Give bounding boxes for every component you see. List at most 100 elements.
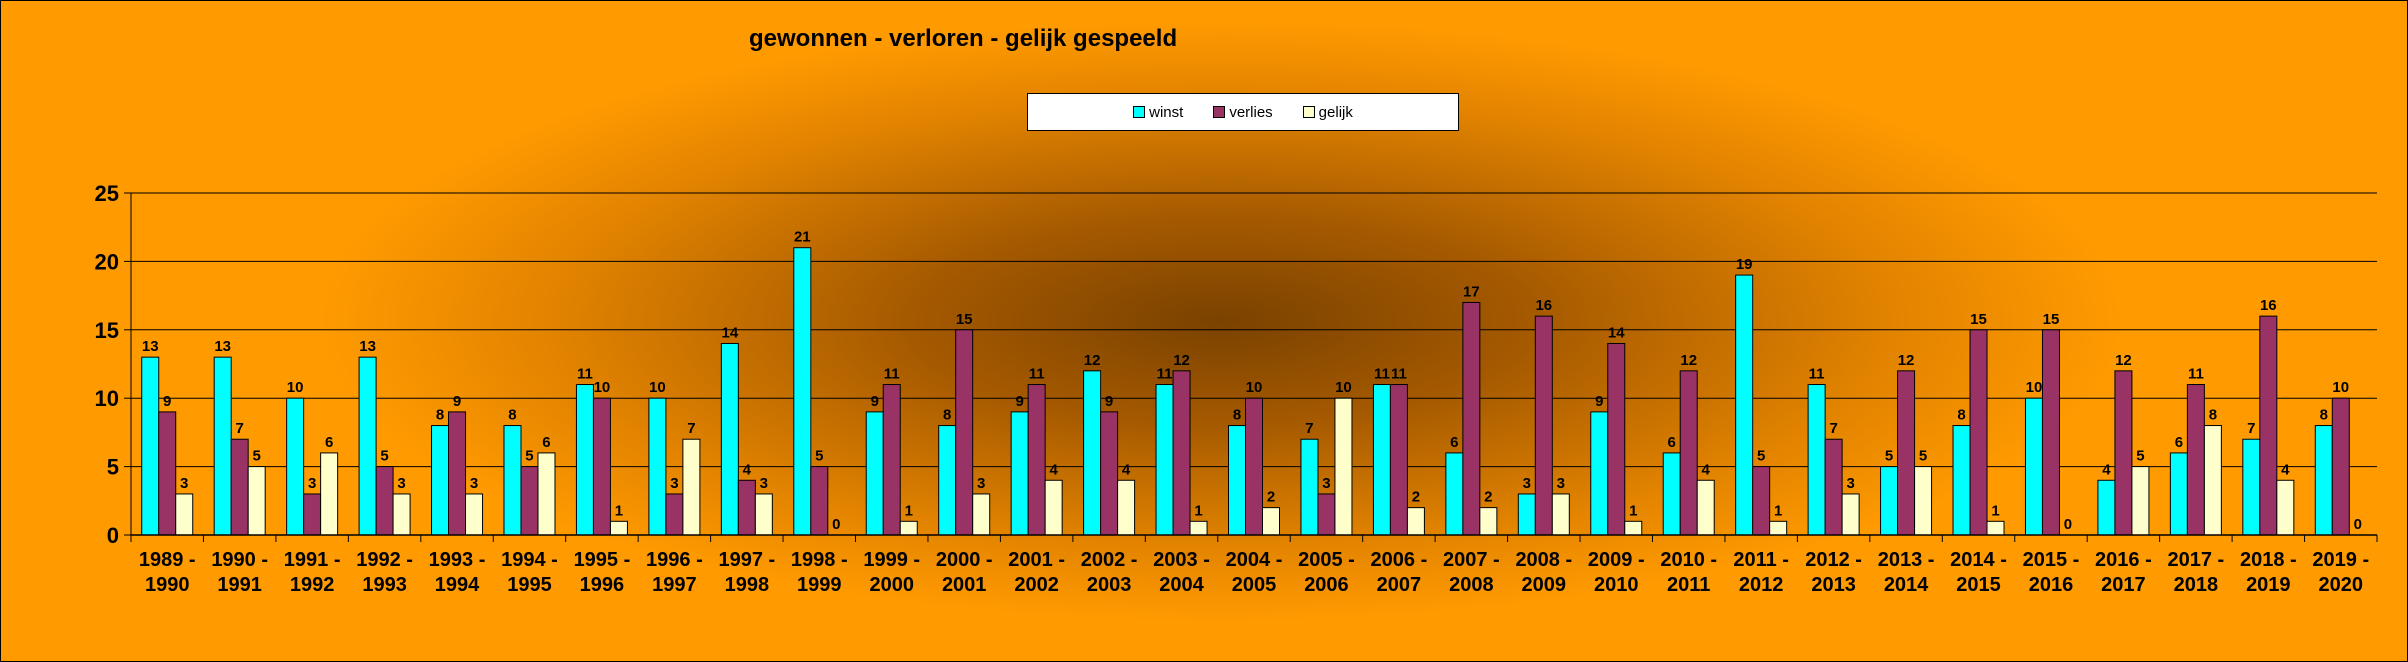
x-tick-label-line2: 2009 <box>1522 574 1567 596</box>
bar-gelijk <box>320 452 339 536</box>
y-tick-label: 5 <box>107 455 119 480</box>
data-label-winst: 13 <box>359 338 376 355</box>
x-tick-label-line2: 2008 <box>1449 574 1494 596</box>
bar-winst <box>1952 425 1971 536</box>
data-label-winst: 11 <box>577 366 593 383</box>
bar-gelijk <box>1986 520 2005 536</box>
data-label-gelijk: 4 <box>1049 461 1058 478</box>
data-label-gelijk: 3 <box>760 475 768 492</box>
x-tick-label-line1: 1994 - <box>501 549 558 571</box>
legend-swatch-winst <box>1133 106 1146 118</box>
data-label-gelijk: 3 <box>180 475 188 492</box>
x-tick-label-line1: 2007 - <box>1443 549 1500 571</box>
x-tick-label-line2: 2001 <box>942 574 987 596</box>
bar-winst <box>141 356 160 536</box>
bar-verlies <box>448 411 467 536</box>
x-tick-label-line1: 1995 - <box>574 549 631 571</box>
bar-verlies <box>955 329 974 536</box>
bar-gelijk <box>682 438 701 536</box>
bar-gelijk <box>175 493 194 536</box>
data-label-gelijk: 3 <box>1846 475 1854 492</box>
data-label-verlies: 3 <box>308 475 316 492</box>
x-tick-label-line2: 2017 <box>2101 574 2146 596</box>
data-label-winst: 19 <box>1736 256 1753 273</box>
data-label-winst: 9 <box>1595 393 1603 410</box>
bar-winst <box>2242 438 2261 536</box>
data-label-winst: 3 <box>1523 475 1531 492</box>
x-tick-label-line1: 1991 - <box>284 549 341 571</box>
bar-winst <box>938 425 957 536</box>
data-label-winst: 6 <box>1668 434 1676 451</box>
bar-winst <box>865 411 884 536</box>
x-tick-label-line2: 2014 <box>1884 574 1929 596</box>
data-label-winst: 6 <box>2175 434 2183 451</box>
data-label-verlies: 15 <box>1970 311 1987 328</box>
x-tick-label-line1: 2012 - <box>1805 549 1862 571</box>
data-label-verlies: 5 <box>380 448 388 465</box>
data-label-gelijk: 2 <box>1484 489 1492 506</box>
bar-gelijk <box>2276 479 2295 536</box>
data-label-gelijk: 2 <box>1412 489 1420 506</box>
x-tick-label-line1: 1989 - <box>139 549 196 571</box>
legend-item-verlies: verlies <box>1213 104 1273 121</box>
chart-title: gewonnen - verloren - gelijk gespeeld <box>749 25 1178 52</box>
bar-winst <box>431 425 450 536</box>
data-label-gelijk: 2 <box>1267 489 1275 506</box>
x-tick-label-line1: 2005 - <box>1298 549 1355 571</box>
x-tick-label-line1: 2001 - <box>1008 549 1065 571</box>
bar-verlies <box>2259 315 2278 536</box>
data-label-winst: 6 <box>1450 434 1458 451</box>
bar-gelijk <box>1624 520 1643 536</box>
data-label-gelijk: 3 <box>1557 475 1565 492</box>
x-tick-label-line2: 1998 <box>725 574 770 596</box>
bar-winst <box>1445 452 1464 536</box>
data-label-gelijk: 3 <box>397 475 405 492</box>
x-tick-label-line1: 1997 - <box>718 549 775 571</box>
bar-winst <box>358 356 377 536</box>
bar-winst <box>213 356 232 536</box>
x-tick-label-line2: 2012 <box>1739 574 1784 596</box>
bar-verlies <box>1100 411 1119 536</box>
legend: winst verlies gelijk <box>1027 93 1459 131</box>
bar-gelijk <box>1044 479 1063 536</box>
bar-gelijk <box>1406 507 1425 536</box>
data-label-gelijk: 6 <box>325 434 333 451</box>
x-tick-label-line1: 2019 - <box>2312 549 2369 571</box>
data-label-verlies: 12 <box>1680 352 1697 369</box>
data-label-winst: 7 <box>1305 420 1313 437</box>
bar-verlies <box>1462 301 1481 536</box>
x-tick-label-line1: 2017 - <box>2168 549 2225 571</box>
bar-verlies <box>1607 342 1626 536</box>
data-label-winst: 13 <box>142 338 159 355</box>
bar-winst <box>1880 466 1899 536</box>
bar-verlies <box>1679 370 1698 536</box>
bar-winst <box>1300 438 1319 536</box>
bar-gelijk <box>537 452 556 536</box>
x-tick-label-line1: 2008 - <box>1515 549 1572 571</box>
x-tick-label-line1: 1993 - <box>429 549 486 571</box>
data-label-gelijk: 6 <box>542 434 550 451</box>
data-label-winst: 9 <box>1015 393 1023 410</box>
x-tick-label-line1: 2000 - <box>936 549 993 571</box>
bar-gelijk <box>1479 507 1498 536</box>
x-tick-label-line1: 2018 - <box>2240 549 2297 571</box>
data-label-winst: 8 <box>508 407 516 424</box>
bar-verlies <box>665 493 684 536</box>
y-tick-label: 25 <box>95 181 119 206</box>
bar-winst <box>1372 384 1391 536</box>
data-label-winst: 7 <box>2247 420 2255 437</box>
x-tick-label-line2: 1999 <box>797 574 842 596</box>
bar-verlies <box>592 397 611 536</box>
data-label-gelijk: 4 <box>1702 461 1711 478</box>
bar-verlies <box>810 466 829 536</box>
bar-gelijk <box>972 493 991 536</box>
data-label-gelijk: 1 <box>615 502 623 519</box>
data-label-verlies: 11 <box>884 366 900 383</box>
x-tick-label-line1: 1999 - <box>863 549 920 571</box>
data-label-gelijk: 10 <box>1335 379 1352 396</box>
legend-label-winst: winst <box>1149 103 1184 121</box>
x-tick-label-line2: 2018 <box>2174 574 2219 596</box>
x-tick-label-line2: 2002 <box>1014 574 1059 596</box>
data-label-gelijk: 5 <box>1919 448 1927 465</box>
